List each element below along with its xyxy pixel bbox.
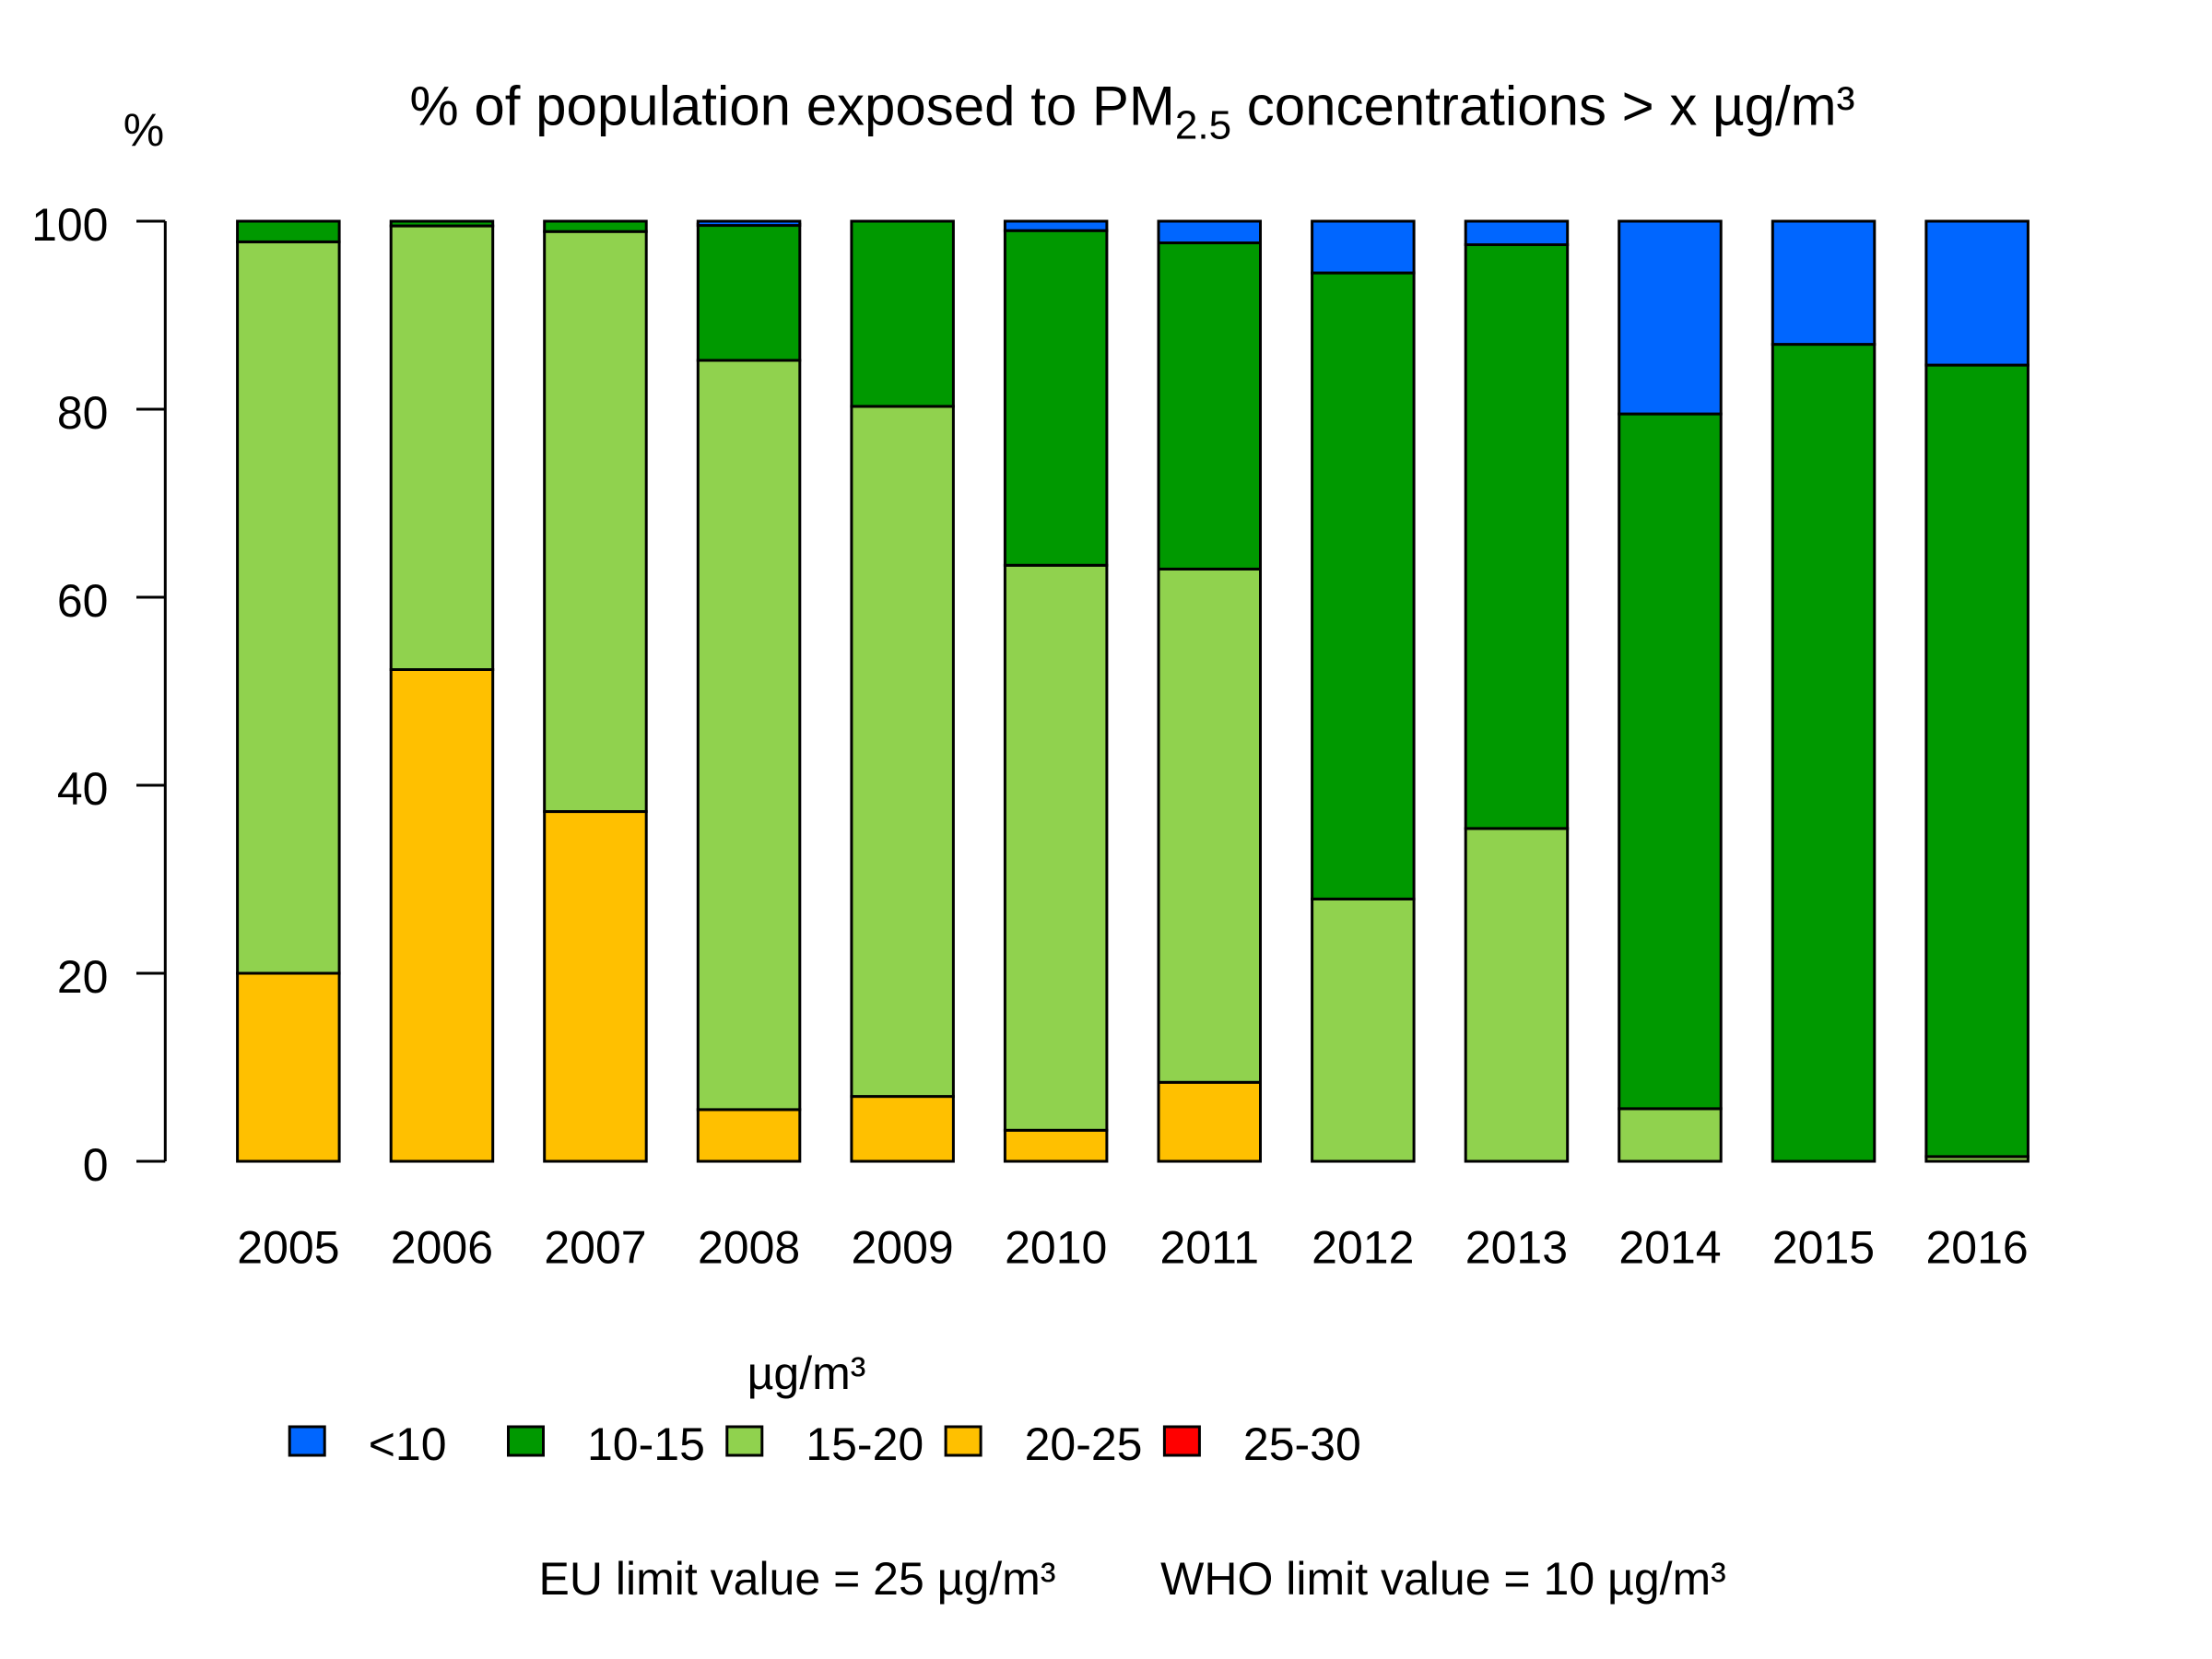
- svg-text:2009: 2009: [851, 1222, 953, 1274]
- svg-text:25-30: 25-30: [1243, 1418, 1361, 1470]
- svg-text:100: 100: [31, 199, 108, 251]
- svg-text:EU limit value = 25 µg/m³: EU limit value = 25 µg/m³: [539, 1553, 1056, 1605]
- svg-text:2012: 2012: [1312, 1222, 1414, 1274]
- svg-text:%: %: [124, 104, 164, 156]
- svg-text:2008: 2008: [698, 1222, 800, 1274]
- svg-text:0: 0: [83, 1139, 109, 1191]
- svg-text:2007: 2007: [544, 1222, 646, 1274]
- svg-text:2005: 2005: [237, 1222, 339, 1274]
- svg-text:µg/m³: µg/m³: [747, 1347, 866, 1399]
- svg-text:20-25: 20-25: [1025, 1418, 1143, 1470]
- svg-text:2013: 2013: [1465, 1222, 1568, 1274]
- svg-text:2016: 2016: [1925, 1222, 2028, 1274]
- svg-text:40: 40: [57, 763, 109, 815]
- svg-text:% of population exposed to PM2: % of population exposed to PM2.5 concent…: [409, 76, 1854, 148]
- svg-text:80: 80: [57, 387, 109, 439]
- svg-text:10-15: 10-15: [587, 1418, 705, 1470]
- svg-text:<10: <10: [369, 1418, 447, 1470]
- svg-text:20: 20: [57, 951, 109, 1003]
- svg-text:2014: 2014: [1618, 1222, 1721, 1274]
- svg-text:15-20: 15-20: [806, 1418, 924, 1470]
- svg-text:2010: 2010: [1005, 1222, 1107, 1274]
- svg-text:2015: 2015: [1772, 1222, 1875, 1274]
- svg-text:2011: 2011: [1160, 1222, 1260, 1274]
- svg-text:WHO limit value = 10 µg/m³: WHO limit value = 10 µg/m³: [1160, 1553, 1726, 1605]
- svg-text:2006: 2006: [391, 1222, 493, 1274]
- svg-text:60: 60: [57, 575, 109, 627]
